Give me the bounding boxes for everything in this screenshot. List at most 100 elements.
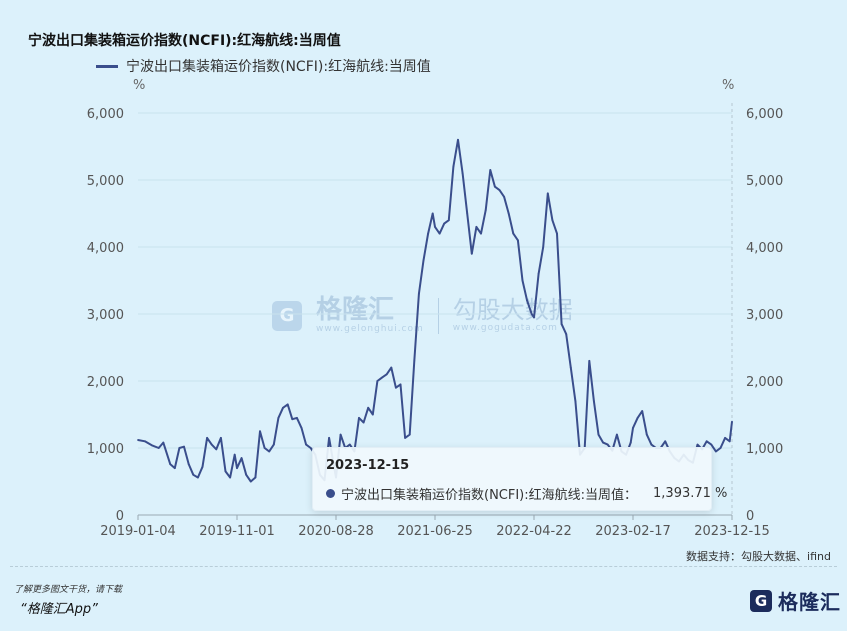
data-point <box>245 473 248 476</box>
data-point <box>229 476 232 479</box>
data-point <box>376 380 379 382</box>
data-point <box>418 293 420 295</box>
data-point <box>268 450 271 453</box>
data-point <box>144 440 146 443</box>
data-point <box>371 413 374 416</box>
data-point <box>705 440 708 443</box>
data-point <box>173 467 176 469</box>
data-point <box>636 417 639 419</box>
x-tick-label: 2023-02-17 <box>595 524 671 539</box>
y-tick-label-right: 6,000 <box>746 107 783 122</box>
data-point <box>447 219 450 222</box>
y-axis-unit-right: % <box>722 78 735 93</box>
legend-label: 宁波出口集装箱运价指数(NCFI):红海航线:当周值 <box>126 59 431 75</box>
data-point <box>404 437 406 439</box>
data-point <box>480 232 482 235</box>
data-point <box>629 441 632 444</box>
data-point <box>593 400 595 402</box>
data-point <box>291 418 294 421</box>
chart-tooltip: 2023-12-15 宁波出口集装箱运价指数(NCFI):红海航线:当周值： 1… <box>312 447 727 511</box>
data-point <box>517 239 519 242</box>
data-point <box>233 453 236 456</box>
data-point <box>399 383 402 386</box>
data-point <box>526 299 528 302</box>
data-point <box>220 437 222 439</box>
y-tick-label-right: 2,000 <box>746 375 783 390</box>
x-tick-label: 2022-04-22 <box>496 524 572 539</box>
data-point <box>381 376 383 379</box>
data-point <box>530 313 533 315</box>
data-point <box>192 473 195 476</box>
data-point <box>645 433 648 436</box>
brand-logo[interactable]: G 格隆汇 <box>750 586 841 615</box>
data-point <box>616 433 618 436</box>
y-tick-label-left: 3,000 <box>87 308 124 323</box>
data-point <box>489 169 492 171</box>
data-point <box>197 476 199 479</box>
data-point <box>498 189 501 192</box>
data-point <box>494 185 496 188</box>
data-point <box>422 259 425 262</box>
footer-divider <box>10 566 837 567</box>
data-point <box>443 222 446 225</box>
y-tick-label-right: 3,000 <box>746 308 783 323</box>
y-tick-label-right: 0 <box>746 509 754 524</box>
data-point <box>542 246 545 248</box>
y-tick-label-left: 2,000 <box>87 375 124 390</box>
data-point <box>362 421 365 424</box>
data-point <box>560 323 563 325</box>
data-point <box>137 439 139 441</box>
data-point <box>452 165 455 168</box>
data-point <box>162 441 165 444</box>
data-point <box>277 417 280 419</box>
data-point <box>507 212 510 215</box>
chart-legend[interactable]: 宁波出口集装箱运价指数(NCFI):红海航线:当周值 <box>96 56 431 76</box>
data-point <box>551 219 554 222</box>
data-point <box>434 226 436 228</box>
data-point <box>461 172 464 175</box>
data-point <box>731 420 733 423</box>
data-source: 数据支持：勾股大数据、ifind <box>686 550 831 563</box>
legend-line-swatch <box>96 64 118 68</box>
y-axis-unit-left: % <box>133 78 146 93</box>
data-point <box>427 232 429 235</box>
data-point <box>263 447 266 449</box>
data-point <box>503 195 505 198</box>
y-tick-label-left: 1,000 <box>87 442 124 457</box>
data-point <box>641 410 644 412</box>
y-tick-label-left: 4,000 <box>87 241 124 256</box>
data-point <box>606 443 609 446</box>
data-point <box>210 443 213 446</box>
tooltip-date: 2023-12-15 <box>326 458 410 473</box>
watermark: G 格隆汇 www.gelonghui.com 勾股大数据 www.goguda… <box>272 297 573 334</box>
data-point <box>537 272 540 275</box>
data-point <box>206 437 209 439</box>
data-point <box>305 443 307 446</box>
data-point <box>282 406 284 409</box>
data-point <box>236 467 238 469</box>
data-point <box>358 417 360 419</box>
data-point <box>457 138 459 141</box>
brand-logo-text: 格隆汇 <box>778 590 841 614</box>
data-point <box>272 443 275 446</box>
data-point <box>390 366 393 369</box>
data-point <box>178 447 181 449</box>
watermark-logo-icon: G <box>272 300 302 331</box>
data-point <box>296 417 298 419</box>
data-point <box>546 192 549 195</box>
data-point <box>240 457 243 459</box>
data-point <box>466 212 469 215</box>
data-point <box>249 480 252 483</box>
x-tick-label: 2020-08-28 <box>298 524 374 539</box>
chart-title: 宁波出口集装箱运价指数(NCFI):红海航线:当周值 <box>28 33 341 49</box>
data-point <box>385 373 388 376</box>
data-point <box>187 463 190 465</box>
y-tick-label-right: 4,000 <box>746 241 783 256</box>
data-point <box>715 450 717 453</box>
data-point <box>588 360 591 362</box>
data-point <box>201 465 204 468</box>
x-tick-label: 2019-01-04 <box>100 524 176 539</box>
data-point <box>254 476 257 479</box>
data-point <box>157 447 160 449</box>
